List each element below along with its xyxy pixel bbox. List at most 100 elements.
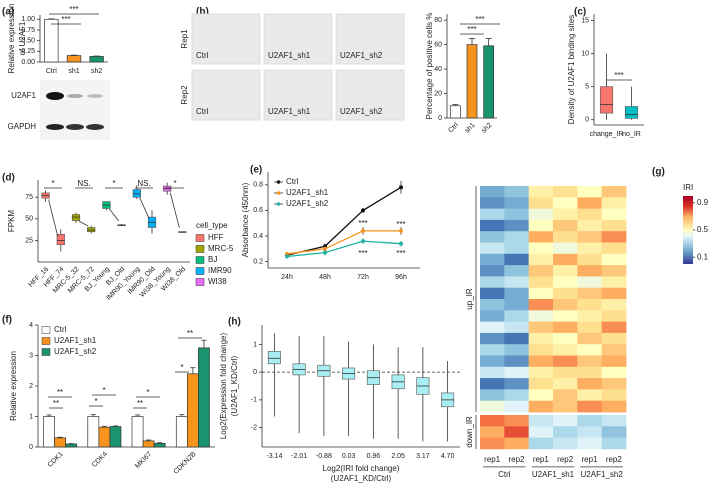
- heatmap-cell: [504, 186, 530, 198]
- heatmap-cell: [480, 219, 505, 232]
- image-row-label: Rep2: [180, 85, 189, 105]
- point: [399, 241, 403, 246]
- box: [71, 214, 81, 221]
- heatmap-cell: [577, 186, 603, 198]
- x-tick-label: -0.88: [316, 453, 332, 460]
- heatmap-cell: [553, 400, 578, 413]
- heatmap-cell: [601, 197, 627, 209]
- heatmap-cell: [577, 253, 603, 266]
- image-label: Ctrl: [196, 107, 209, 116]
- heatmap-cell: [480, 242, 505, 255]
- legend-swatch: [41, 348, 51, 356]
- heatmap-cell: [553, 426, 578, 438]
- heatmap-cell: [480, 310, 505, 322]
- y-tick-label: 0.50: [21, 37, 35, 44]
- y-tick-label: 50: [25, 216, 33, 223]
- heatmap-cell: [528, 378, 554, 390]
- y-axis-label: FPKM: [7, 210, 16, 233]
- heatmap-cell: [601, 299, 627, 311]
- heatmap-cell: [553, 186, 578, 198]
- bar: [44, 18, 59, 63]
- point: [323, 246, 327, 251]
- y-tick-label: 0: [253, 369, 257, 376]
- significance: ***: [614, 71, 623, 80]
- heatmap-cell: [601, 437, 627, 450]
- y-axis-label: Log2(Expression fold change): [219, 333, 228, 440]
- y-tick-label: 25: [25, 237, 33, 244]
- panel-label: (h): [228, 317, 241, 328]
- blot-band: [46, 92, 64, 100]
- heatmap-cell: [577, 366, 603, 379]
- heatmap-cell: [601, 415, 627, 427]
- significance: ***: [467, 25, 476, 34]
- y-tick-label: 20: [434, 90, 442, 97]
- heatmap-cell: [553, 197, 578, 209]
- x-tick-label: sh2: [480, 122, 493, 135]
- bar: [54, 437, 67, 448]
- heatmap-cell: [480, 400, 505, 413]
- heatmap-cell: [504, 344, 530, 356]
- legend-label: U2AF1_sh1: [54, 336, 97, 345]
- heatmap-cell: [504, 355, 530, 368]
- heatmap-cell: [577, 344, 603, 356]
- heatmap-cell: [577, 437, 603, 450]
- heatmap-cell: [601, 276, 627, 289]
- y-tick-label: 2: [29, 383, 33, 390]
- significance: *: [112, 179, 115, 188]
- bar: [89, 56, 104, 63]
- heatmap-cell: [553, 253, 578, 266]
- box: [132, 189, 141, 198]
- heatmap-cell: [504, 265, 530, 277]
- image-label: U2AF1_sh1: [268, 107, 311, 116]
- line: [286, 186, 402, 256]
- heatmap-cell: [553, 415, 578, 427]
- image-row-label: Rep1: [180, 29, 189, 49]
- significance: ***: [475, 15, 484, 24]
- heatmap-cell: [553, 242, 578, 255]
- y-tick-label: 1: [253, 341, 257, 348]
- significance: ***: [396, 249, 405, 258]
- y-tick-label: 80: [434, 17, 442, 24]
- box: [87, 227, 96, 233]
- point: [361, 208, 365, 213]
- heatmap-cell: [504, 332, 530, 345]
- legend-marker: [276, 180, 281, 184]
- row-group-label: down_IR: [465, 416, 474, 448]
- heatmap-cell: [553, 265, 578, 277]
- heatmap-cell: [601, 242, 627, 255]
- box: [56, 234, 65, 246]
- heatmap-cell: [577, 355, 603, 368]
- heatmap-cell: [480, 186, 505, 198]
- bar: [483, 45, 495, 119]
- heatmap-cell: [553, 321, 578, 334]
- micrograph: [335, 69, 405, 121]
- heatmap-cell: [577, 332, 603, 345]
- legend-swatch: [195, 245, 205, 253]
- heatmap-cell: [528, 389, 554, 402]
- heatmap-cell: [480, 415, 505, 427]
- box: [624, 106, 639, 119]
- heatmap-cell: [528, 242, 554, 255]
- y-axis-label: Absorbance (450nm): [241, 182, 250, 257]
- heatmap-cell: [577, 208, 603, 221]
- heatmap-cell: [528, 366, 554, 379]
- heatmap-cell: [577, 231, 603, 243]
- x-tick-label: 0.03: [342, 453, 356, 460]
- panel-label: (g): [652, 167, 665, 178]
- heatmap-cell: [480, 426, 505, 438]
- heatmap-cell: [528, 437, 554, 450]
- x-tick-label: Ctrl: [46, 68, 57, 75]
- y-tick-label: -2: [251, 424, 257, 431]
- heatmap-cell: [480, 253, 505, 266]
- heatmap-cell: [601, 265, 627, 277]
- heatmap-cell: [480, 321, 505, 334]
- heatmap-cell: [480, 332, 505, 345]
- box: [267, 351, 281, 365]
- heatmap-cell: [577, 287, 603, 300]
- y-tick-label: 75: [25, 194, 33, 201]
- blot-bg: [40, 80, 110, 140]
- heatmap-cell: [528, 186, 554, 198]
- y-axis-label: of U2AF1: [18, 21, 27, 55]
- legend-label: Ctrl: [286, 177, 299, 186]
- heatmap-cell: [504, 415, 530, 427]
